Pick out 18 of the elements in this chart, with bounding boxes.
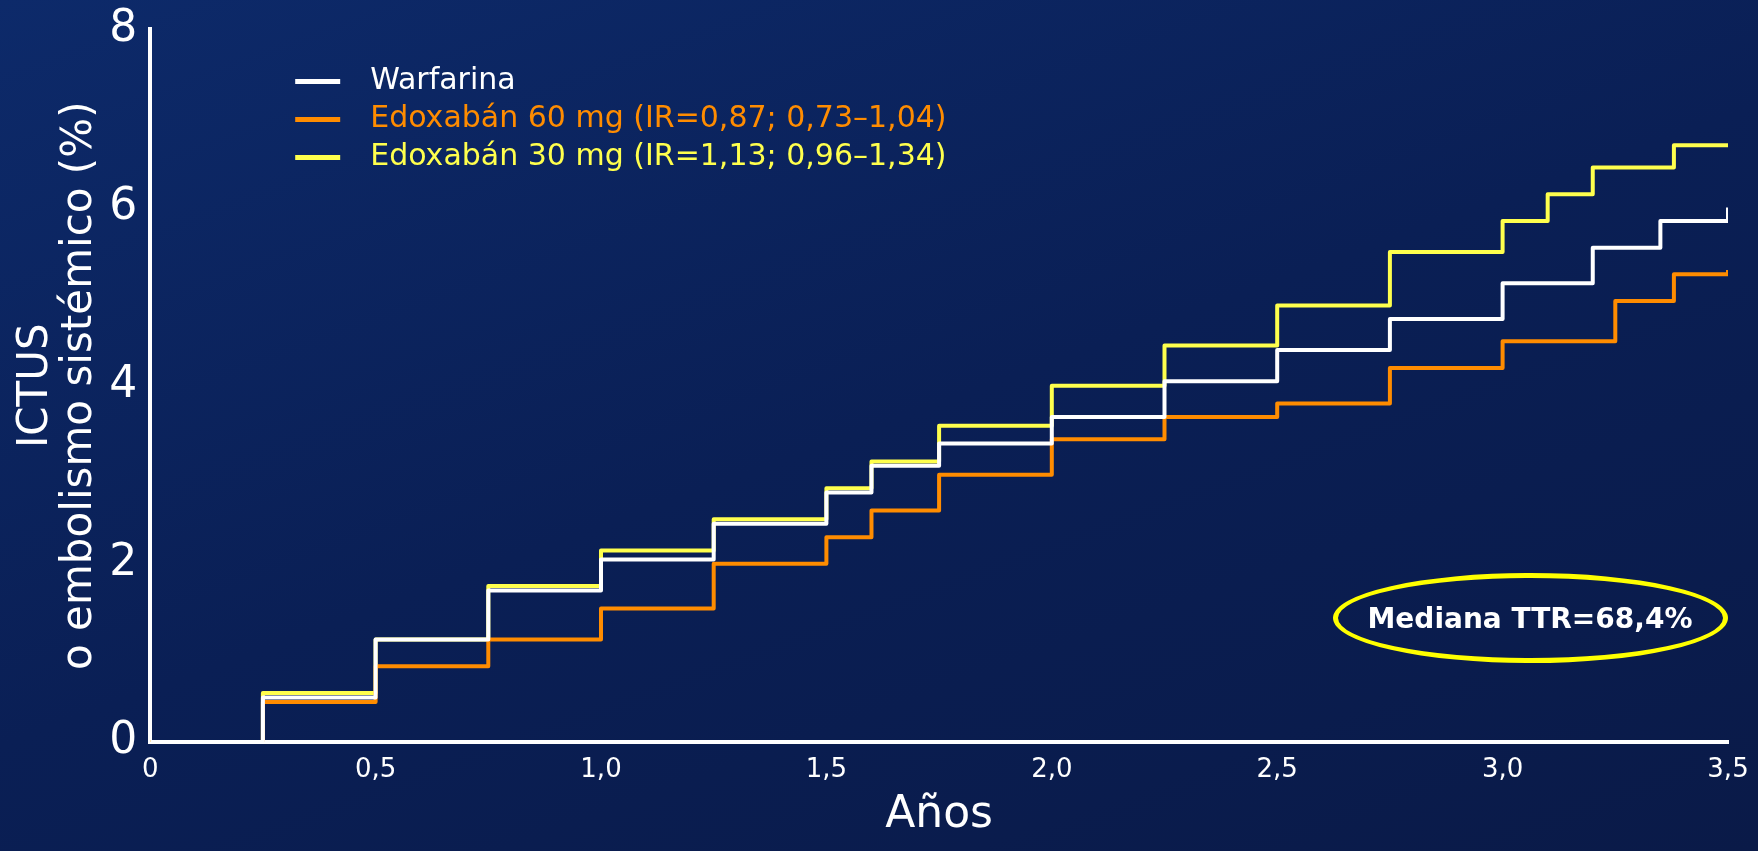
x-tick-label: 0	[141, 753, 159, 784]
x-tick-label: 2,0	[1031, 753, 1073, 784]
x-tick-label: 1,5	[805, 753, 848, 784]
y-tick-label: 6	[109, 177, 138, 229]
y-tick-label: 8	[109, 0, 138, 51]
legend-label: Edoxabán 30 mg (IR=1,13; 0,96–1,34)	[370, 137, 947, 173]
annotation: Mediana TTR=68,4%	[1367, 601, 1693, 635]
x-tick-label: 1,0	[580, 753, 622, 784]
x-tick-label: 3,5	[1707, 753, 1749, 784]
legend-label: Edoxabán 60 mg (IR=0,87; 0,73–1,04)	[370, 99, 947, 135]
x-tick-label: 0,5	[354, 753, 397, 784]
x-tick-label: 3,0	[1481, 753, 1524, 784]
y-tick-label: 2	[109, 534, 138, 586]
x-axis-title: Años	[885, 786, 994, 838]
y-axis-title: ICTUS o embolismo sistémico (%)	[7, 101, 102, 670]
y-tick-label: 4	[109, 356, 138, 408]
legend-label: Warfarina	[370, 61, 516, 97]
x-tick-label: 2,5	[1256, 753, 1298, 784]
